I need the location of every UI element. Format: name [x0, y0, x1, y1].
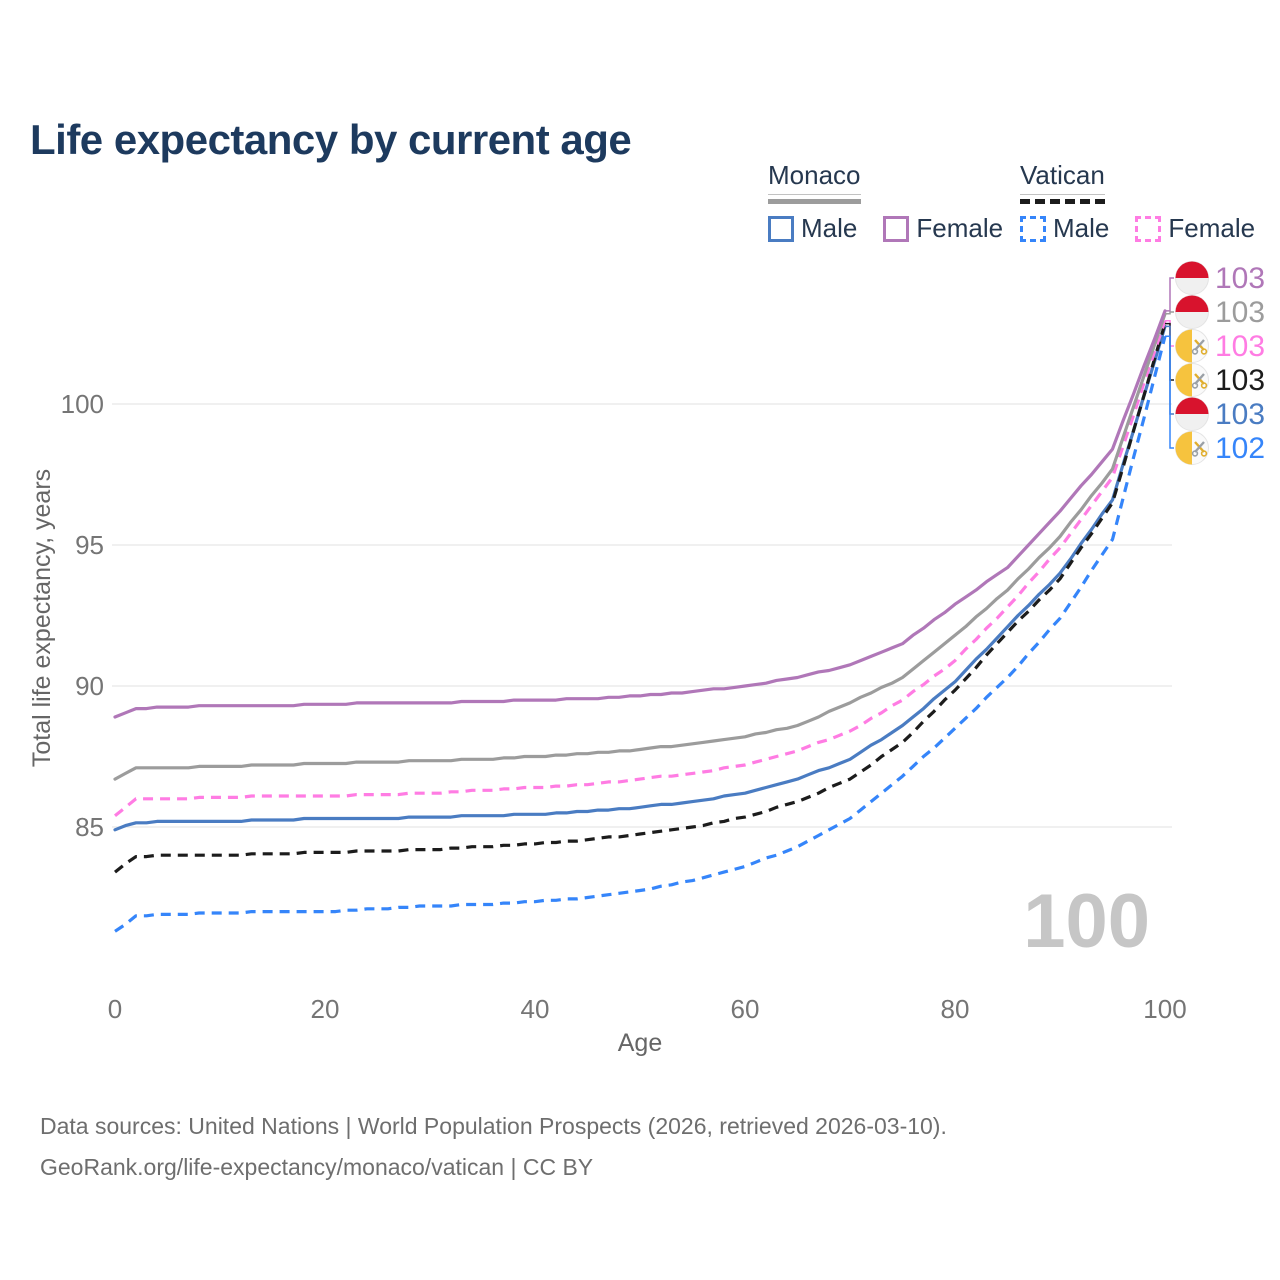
legend-series-bar-monaco [768, 199, 861, 204]
series-line-vatican-male [114, 335, 1167, 933]
flag-vatican-male [1175, 431, 1209, 465]
age-watermark: 100 [1023, 879, 1150, 964]
x-tick-label-20: 20 [311, 994, 340, 1024]
legend-item-vatican-male[interactable]: Male [1020, 213, 1109, 244]
end-connector-monaco-female [1165, 277, 1174, 312]
legend-item-monaco-female[interactable]: Female [883, 213, 1003, 244]
x-tick-label-80: 80 [941, 994, 970, 1024]
x-tick-label-100: 100 [1143, 994, 1186, 1024]
flag-monaco-total [1175, 295, 1209, 329]
end-label-monaco-male: 103 [1215, 398, 1265, 431]
page-title: Life expectancy by current age [30, 116, 632, 164]
legend-swatch-monaco-male [768, 215, 794, 242]
flag-monaco-male [1175, 397, 1209, 431]
footer-line-1: Data sources: United Nations | World Pop… [40, 1113, 947, 1139]
legend-swatch-monaco-female [883, 215, 910, 242]
end-label-vatican-total: 103 [1215, 364, 1265, 397]
y-tick-label-100: 100 [61, 389, 104, 419]
legend-swatch-vatican-female [1135, 215, 1162, 242]
series-line-monaco-male [113, 324, 1167, 832]
y-axis-title: Total life expectancy, years [28, 469, 56, 767]
legend-label-monaco-female: Female [916, 213, 1004, 243]
legend-group-monaco: Monaco Male Female [768, 160, 1003, 244]
x-tick-label-40: 40 [521, 994, 550, 1024]
chart-canvas[interactable]: 85 90 95 100 0 20 40 60 80 100 Age Total life expec… [0, 0, 1280, 1070]
x-axis-title: Age [618, 1029, 662, 1057]
flag-vatican-total [1175, 363, 1209, 397]
legend-header-vatican: Vatican [1020, 160, 1105, 195]
y-tick-label-90: 90 [75, 671, 104, 701]
footer-line-2: GeoRank.org/life-expectancy/monaco/vatic… [40, 1154, 594, 1180]
end-connector-vatican-male [1165, 335, 1174, 449]
legend-group-vatican: Vatican Male Female [1020, 160, 1255, 244]
end-label-vatican-female: 103 [1215, 330, 1265, 363]
series-line-monaco-female [113, 309, 1167, 719]
legend-item-vatican-female[interactable]: Female [1135, 213, 1255, 244]
y-tick-label-95: 95 [75, 530, 104, 560]
x-tick-label-60: 60 [731, 994, 760, 1024]
flag-monaco-female [1175, 261, 1209, 295]
series-line-vatican-total [114, 323, 1167, 874]
footer: Data sources: United Nations | World Pop… [40, 1106, 947, 1188]
legend-swatch-vatican-male [1020, 215, 1046, 242]
y-tick-label-85: 85 [75, 812, 104, 842]
end-label-monaco-total: 103 [1215, 296, 1265, 329]
legend-label-monaco-male: Male [801, 213, 858, 243]
series-line-vatican-female [114, 320, 1167, 817]
end-connector-monaco-total [1165, 311, 1174, 315]
end-label-monaco-female: 103 [1215, 262, 1265, 295]
legend-item-monaco-male[interactable]: Male [768, 213, 857, 244]
end-label-vatican-male: 102 [1215, 432, 1265, 465]
legend-series-bar-vatican [1020, 199, 1105, 204]
flag-vatican-female [1175, 329, 1209, 363]
legend-label-vatican-male: Male [1053, 213, 1110, 243]
series-line-monaco-total [113, 312, 1167, 781]
legend-label-vatican-female: Female [1168, 213, 1256, 243]
legend-header-monaco: Monaco [768, 160, 861, 195]
x-tick-label-0: 0 [108, 994, 122, 1024]
